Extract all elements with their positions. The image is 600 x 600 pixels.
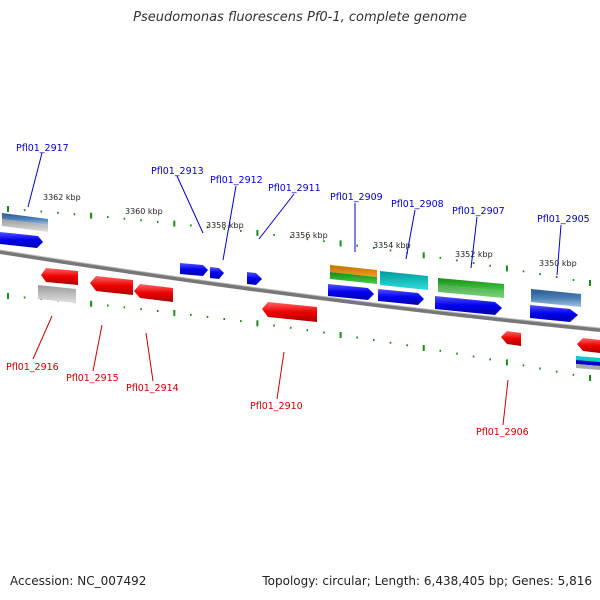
- gene-label-pfl01-2916: Pfl01_2916: [6, 362, 59, 373]
- forward-genes[interactable]: [0, 213, 581, 322]
- gene-arrow-reverse: [577, 338, 600, 353]
- scale-label: 3362 kbp: [43, 193, 81, 202]
- gene-arrow-forward: [210, 267, 224, 279]
- scale-label: 3352 kbp: [455, 250, 493, 259]
- gene-label-pfl01-2915: Pfl01_2915: [66, 373, 119, 384]
- gene-arrow-reverse: [262, 302, 317, 322]
- feature-bar: [2, 213, 48, 225]
- gene-label-pfl01-2906: Pfl01_2906: [476, 427, 529, 438]
- topology-text: Topology: circular; Length: 6,438,405 bp…: [262, 574, 592, 588]
- feature-bar: [576, 364, 600, 370]
- reverse-genes[interactable]: [38, 268, 600, 370]
- gene-arrow-forward: [328, 284, 374, 300]
- scale-label: 3356 kbp: [290, 231, 328, 240]
- scale-label: 3358 kbp: [206, 221, 244, 230]
- gene-arrow-forward: [435, 296, 502, 315]
- gene-arrow-reverse: [90, 276, 133, 295]
- gene-label-pfl01-2913: Pfl01_2913: [151, 166, 204, 177]
- genome-backbone: [0, 250, 600, 332]
- gene-label-pfl01-2909: Pfl01_2909: [330, 192, 383, 203]
- gene-arrow-forward: [180, 263, 208, 276]
- gene-arrow-forward: [0, 232, 43, 248]
- gene-label-pfl01-2914: Pfl01_2914: [126, 383, 179, 394]
- label-leader-lines: [27, 152, 562, 426]
- gene-arrow-forward: [530, 305, 578, 322]
- map-title: Pseudomonas fluorescens Pf0-1, complete …: [133, 10, 467, 25]
- gene-label-pfl01-2908: Pfl01_2908: [391, 199, 444, 210]
- gene-label-pfl01-2907: Pfl01_2907: [452, 206, 505, 217]
- gene-label-pfl01-2911: Pfl01_2911: [268, 183, 321, 194]
- gene-labels-forward[interactable]: Pfl01_2917 Pfl01_2913 Pfl01_2912 Pfl01_2…: [16, 143, 590, 225]
- feature-bar: [380, 271, 428, 290]
- feature-bar: [438, 278, 504, 291]
- feature-bar: [438, 285, 504, 298]
- scale-labels: 3362 kbp 3360 kbp 3358 kbp 3356 kbp 3354…: [43, 193, 577, 268]
- feature-bar: [330, 265, 377, 277]
- feature-bar: [2, 219, 48, 232]
- gene-label-pfl01-2905: Pfl01_2905: [537, 214, 590, 225]
- gene-labels-reverse[interactable]: Pfl01_2916 Pfl01_2915 Pfl01_2914 Pfl01_2…: [6, 362, 529, 438]
- feature-bar: [38, 285, 76, 303]
- scale-label: 3360 kbp: [125, 207, 163, 216]
- gene-arrow-reverse: [134, 284, 173, 302]
- gene-label-pfl01-2910: Pfl01_2910: [250, 401, 303, 412]
- outer-scale-ring: [7, 206, 591, 286]
- gene-arrow-forward: [378, 289, 424, 305]
- gene-arrow-forward: [247, 272, 262, 285]
- gene-arrow-reverse: [41, 268, 78, 285]
- feature-bar: [330, 272, 377, 284]
- feature-bar: [531, 289, 581, 307]
- accession-text: Accession: NC_007492: [10, 574, 147, 588]
- gene-arrow-reverse: [501, 331, 521, 346]
- gene-label-pfl01-2917: Pfl01_2917: [16, 143, 69, 154]
- scale-label: 3354 kbp: [373, 241, 411, 250]
- gene-label-pfl01-2912: Pfl01_2912: [210, 175, 263, 186]
